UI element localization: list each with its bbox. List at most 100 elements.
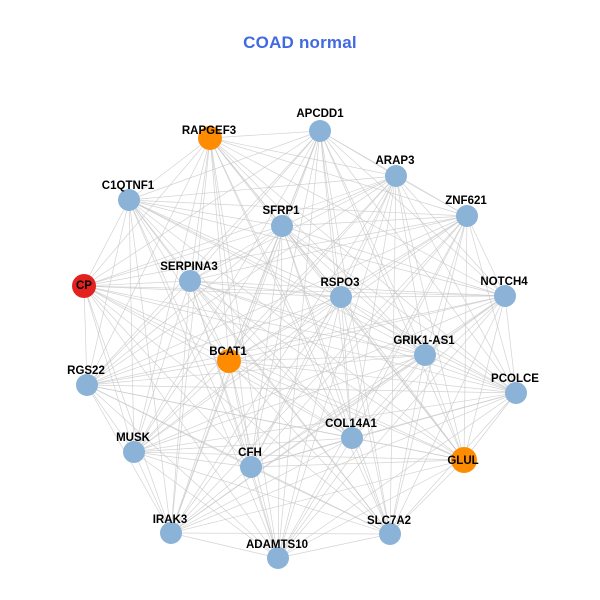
edge (128, 199, 342, 298)
edge (395, 175, 506, 297)
edge (83, 225, 283, 287)
edge (128, 199, 426, 356)
node-ARAP3 (385, 165, 407, 187)
edge (209, 137, 252, 468)
edge (83, 285, 517, 394)
node-CP (72, 274, 96, 298)
edge (86, 215, 468, 386)
edge (83, 285, 465, 461)
edge (83, 285, 252, 468)
edge (83, 285, 88, 386)
edge (424, 215, 468, 356)
edge (170, 296, 342, 534)
edge (133, 354, 426, 453)
node-label-BCAT1: BCAT1 (209, 346, 247, 358)
node-label-ADAMTS10: ADAMTS10 (246, 539, 308, 551)
edge (250, 437, 353, 468)
edge (83, 285, 135, 453)
edge (133, 137, 211, 453)
node-CFH (240, 456, 262, 478)
edge (228, 295, 506, 362)
edge (170, 532, 279, 559)
edge (170, 130, 321, 534)
edge (340, 175, 397, 298)
edge (133, 451, 172, 534)
edge (128, 199, 283, 227)
edge (189, 280, 391, 535)
edge (228, 360, 465, 461)
edge (86, 354, 426, 386)
node-RAPGEF3 (198, 126, 222, 150)
edge (424, 354, 465, 461)
node-BCAT1 (217, 349, 241, 373)
edge (170, 354, 426, 534)
edge (86, 137, 211, 386)
edge (209, 137, 391, 535)
edge (277, 392, 517, 559)
node-label-SFRP1: SFRP1 (262, 205, 300, 217)
edge (83, 285, 230, 362)
node-label-ARAP3: ARAP3 (376, 155, 415, 167)
edge (340, 296, 391, 535)
edge (83, 130, 321, 287)
edge (228, 354, 426, 362)
node-MUSK (123, 441, 145, 463)
node-RSPO3 (330, 286, 352, 308)
edge (250, 296, 342, 468)
edge (277, 215, 468, 559)
edge (133, 225, 283, 453)
edge (170, 532, 391, 535)
edge (281, 225, 426, 356)
node-label-ZNF621: ZNF621 (445, 195, 487, 207)
node-GLUL (451, 447, 477, 473)
edge (86, 384, 279, 559)
edge (277, 354, 426, 559)
node-label-CP: CP (76, 280, 92, 292)
edge (351, 437, 465, 461)
edge (86, 384, 517, 394)
edge (128, 199, 506, 297)
edge (128, 199, 252, 468)
edge (83, 285, 279, 559)
edge (86, 296, 342, 386)
edge (281, 225, 342, 298)
edge (228, 360, 252, 468)
edge (189, 280, 279, 559)
edge (209, 137, 397, 177)
edge (189, 215, 468, 282)
edge (340, 296, 465, 461)
edge (83, 285, 426, 356)
edge (128, 175, 397, 201)
edge (504, 295, 517, 394)
node-IRAK3 (160, 522, 182, 544)
edge (189, 175, 397, 282)
edge (128, 137, 211, 201)
edge (351, 215, 468, 439)
edge (209, 137, 468, 217)
edge (281, 225, 391, 535)
edge (281, 225, 506, 297)
node-label-SERPINA3: SERPINA3 (160, 261, 218, 273)
edge (86, 360, 230, 386)
node-SFRP1 (271, 215, 293, 237)
node-SLC7A2 (379, 523, 401, 545)
edge (170, 137, 211, 534)
edge (351, 437, 391, 535)
edge (281, 225, 353, 439)
edge (340, 296, 353, 439)
edge (133, 437, 353, 453)
node-label-GRIK1-AS1: GRIK1-AS1 (393, 335, 455, 347)
edge (83, 285, 391, 535)
edge (189, 137, 211, 282)
edge (319, 130, 342, 298)
edge (83, 199, 130, 287)
edge (389, 459, 465, 535)
edge (277, 533, 391, 559)
edge (86, 280, 191, 386)
edge (83, 175, 397, 287)
edge (189, 280, 230, 362)
edge (463, 215, 468, 461)
edge (128, 199, 353, 439)
edge (466, 215, 506, 297)
